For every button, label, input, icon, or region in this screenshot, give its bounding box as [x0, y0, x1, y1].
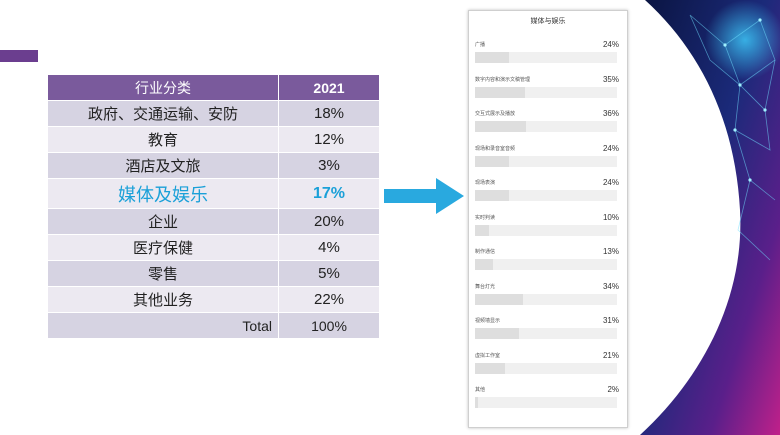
panel-item-bar-fill	[475, 52, 510, 63]
panel-item: 交互式展示及播放 36%	[475, 109, 621, 140]
table-row: 医疗保健 4%	[47, 234, 380, 261]
panel-item-percent: 24%	[602, 143, 619, 153]
panel-item-label: 视频墙显示	[475, 318, 501, 324]
table-row: 酒店及文旅 3%	[47, 152, 380, 179]
panel-item-percent: 24%	[602, 40, 619, 49]
panel-item-bar-track	[475, 121, 617, 132]
row-category: 酒店及文旅	[47, 152, 279, 179]
panel-item: 虚拟工作室 21%	[475, 350, 621, 382]
panel-item-percent: 35%	[602, 74, 619, 84]
panel-item-percent: 13%	[602, 247, 619, 256]
panel-item-bar-fill	[475, 259, 494, 270]
panel-item-bar-track	[475, 155, 617, 167]
panel-item-bar-track	[475, 190, 617, 201]
row-value: 3%	[278, 152, 380, 179]
row-value: 20%	[278, 208, 380, 235]
panel-item-percent: 2%	[607, 385, 619, 394]
panel-item-bar-fill	[475, 155, 510, 167]
panel-item-label: 其他	[475, 387, 486, 393]
row-category: 其他业务	[47, 286, 279, 313]
panel-title: 媒体与娱乐	[530, 18, 566, 25]
panel-item-bar-track	[475, 328, 617, 339]
panel-item: 其他 2%	[475, 385, 621, 416]
table-total-row: Total 100%	[47, 312, 380, 339]
row-category-highlighted: 媒体及娱乐	[47, 178, 279, 209]
panel-item-percent: 31%	[602, 316, 619, 325]
row-category: 教育	[47, 126, 279, 153]
panel-item-label: 现场和录音室音频	[475, 145, 516, 152]
panel-item: 制作通信 13%	[475, 247, 621, 278]
panel-item-label: 广播	[475, 42, 486, 48]
panel-item: 数字内容和演示文稿管理 35%	[475, 74, 621, 106]
header-year: 2021	[278, 74, 380, 101]
row-category: 政府、交通运输、安防	[47, 100, 279, 127]
row-value: 22%	[278, 286, 380, 313]
industry-table: 行业分类 2021 政府、交通运输、安防 18% 教育 12% 酒店及文旅 3%…	[47, 74, 380, 339]
panel-item-bar-fill	[475, 224, 490, 236]
panel-item-bar-track	[475, 362, 617, 374]
panel-item-bar-fill	[475, 328, 520, 339]
panel-item-label: 数字内容和演示文稿管理	[475, 76, 531, 83]
table-row: 其他业务 22%	[47, 286, 380, 313]
header-category: 行业分类	[47, 74, 279, 101]
panel-item-bar-track	[475, 397, 617, 408]
table-row: 企业 20%	[47, 208, 380, 235]
panel-item-bar-track	[475, 86, 617, 98]
panel-item-label: 实时判读	[475, 214, 496, 221]
panel-item: 现场和录音室音频 24%	[475, 143, 621, 175]
panel-item-bar-fill	[475, 121, 527, 132]
table-row: 教育 12%	[47, 126, 380, 153]
row-value: 5%	[278, 260, 380, 287]
panel-item-bar-fill	[475, 362, 505, 374]
row-value-highlighted: 17%	[278, 178, 380, 209]
panel-item-percent: 24%	[602, 178, 619, 187]
row-value: 12%	[278, 126, 380, 153]
panel-item-percent: 36%	[602, 109, 619, 118]
panel-item-bar-track	[475, 293, 617, 305]
row-category: 医疗保健	[47, 234, 279, 261]
panel-item-label: 现场表演	[475, 180, 496, 186]
panel-item-percent: 10%	[602, 212, 619, 222]
panel-item-bar-fill	[475, 293, 524, 305]
table-row: 零售 5%	[47, 260, 380, 287]
media-entertainment-panel: 媒体与娱乐 广播 24% 数字内容和演示文稿管理 35% 交互式展示及播放 36% 现场和录…	[468, 10, 628, 428]
panel-item: 舞台灯光 34%	[475, 281, 621, 313]
row-category: 企业	[47, 208, 279, 235]
table-header-row: 行业分类 2021	[47, 74, 380, 101]
panel-item-label: 交互式展示及播放	[475, 111, 516, 117]
panel-item-bar-track	[475, 259, 617, 270]
panel-item-percent: 34%	[602, 281, 619, 291]
right-arrow-icon	[384, 178, 464, 214]
total-label: Total	[47, 312, 279, 339]
total-value: 100%	[278, 312, 380, 339]
panel-item: 视频墙显示 31%	[475, 316, 621, 347]
panel-item-bar-fill	[475, 397, 478, 408]
panel-item-label: 虚拟工作室	[475, 352, 501, 359]
panel-item: 现场表演 24%	[475, 178, 621, 209]
row-category: 零售	[47, 260, 279, 287]
panel-item-percent: 21%	[602, 350, 619, 360]
table-row: 政府、交通运输、安防 18%	[47, 100, 380, 127]
panel-item-label: 制作通信	[475, 249, 496, 255]
row-value: 4%	[278, 234, 380, 261]
panel-item: 广播 24%	[475, 40, 621, 71]
panel-item-bar-fill	[475, 86, 525, 98]
accent-bar	[0, 50, 38, 62]
panel-item-bar-track	[475, 52, 617, 63]
panel-item: 实时判读 10%	[475, 212, 621, 244]
table-row-highlighted: 媒体及娱乐 17%	[47, 178, 380, 209]
row-value: 18%	[278, 100, 380, 127]
panel-item-bar-track	[475, 224, 617, 236]
panel-item-bar-fill	[475, 190, 510, 201]
panel-item-label: 舞台灯光	[475, 283, 496, 290]
